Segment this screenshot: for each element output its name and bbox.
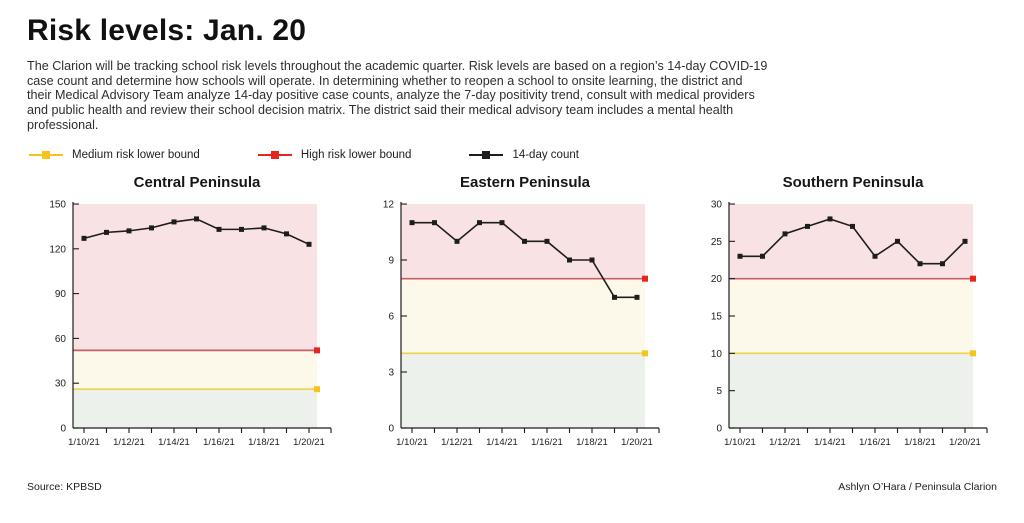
svg-text:1/18/21: 1/18/21 (576, 437, 608, 446)
svg-text:1/18/21: 1/18/21 (904, 437, 936, 446)
author-credit: Ashlyn O’Hara / Peninsula Clarion (838, 480, 997, 493)
legend-item-high-risk: High risk lower bound (257, 148, 412, 161)
chart-title: Southern Peninsula (782, 173, 924, 191)
svg-text:1/10/21: 1/10/21 (724, 437, 756, 446)
svg-text:1/16/21: 1/16/21 (531, 437, 563, 446)
svg-text:12: 12 (383, 199, 395, 210)
chart-eastern-peninsula: Eastern Peninsula 0 3 6 9 12 1/10/21 1/12/21 1/… (355, 174, 669, 451)
central-peninsula-line-chart: 0 30 60 90 120 150 1/10/21 1/12/21 1/14/21 1/16/2… (49, 199, 332, 448)
source-credit: Source: KPBSD (27, 480, 102, 493)
svg-text:1/14/21: 1/14/21 (814, 437, 846, 446)
svg-text:9: 9 (388, 255, 394, 266)
svg-text:1/20/21: 1/20/21 (293, 437, 325, 446)
charts-row: Central Peninsula 0 30 60 90 120 150 1/10/21 1/… (27, 174, 997, 451)
eastern-peninsula-line-chart: 0 3 6 9 12 1/10/21 1/12/21 1/14/21 1/16/21 1/18/2… (383, 199, 660, 448)
svg-text:10: 10 (711, 349, 723, 360)
count-line-swatch-icon (469, 150, 504, 159)
svg-text:1/10/21: 1/10/21 (396, 437, 428, 446)
page-title: Risk levels: Jan. 20 (27, 14, 307, 47)
infographic: Risk levels: Jan. 20 The Clarion will be… (0, 14, 1024, 493)
svg-text:20: 20 (711, 274, 723, 285)
svg-text:6: 6 (388, 311, 394, 322)
svg-text:60: 60 (55, 334, 67, 345)
svg-text:1/20/21: 1/20/21 (621, 437, 653, 446)
svg-text:5: 5 (716, 386, 722, 397)
count-marker-icon (482, 150, 491, 159)
high-risk-marker-icon (270, 150, 279, 159)
southern-peninsula-line-chart: 0 5 10 15 20 25 30 1/10/21 1/12/21 1/14/21 1/16/21… (711, 199, 988, 448)
medium-risk-marker-icon (42, 150, 50, 159)
svg-text:30: 30 (55, 378, 67, 389)
chart-title: Central Peninsula (133, 173, 261, 191)
svg-text:1/20/21: 1/20/21 (949, 437, 981, 446)
legend: Medium risk lower bound High risk lower … (29, 149, 997, 161)
svg-text:1/14/21: 1/14/21 (158, 437, 190, 446)
svg-text:1/16/21: 1/16/21 (203, 437, 235, 446)
svg-text:0: 0 (388, 423, 394, 434)
legend-label: High risk lower bound (300, 148, 412, 161)
svg-text:1/10/21: 1/10/21 (68, 437, 100, 446)
svg-text:1/18/21: 1/18/21 (248, 437, 280, 446)
legend-item-medium-risk: Medium risk lower bound (29, 149, 200, 161)
svg-text:150: 150 (49, 199, 66, 210)
chart-central-peninsula: Central Peninsula 0 30 60 90 120 150 1/10/21 1/… (27, 174, 341, 451)
svg-text:90: 90 (55, 289, 67, 300)
chart-title: Eastern Peninsula (459, 173, 591, 191)
medium-risk-line-swatch-icon (29, 150, 63, 159)
svg-text:3: 3 (388, 367, 394, 378)
svg-text:1/14/21: 1/14/21 (486, 437, 518, 446)
chart-southern-peninsula: Southern Peninsula 0 5 10 15 20 25 30 1/10/21 1/… (683, 174, 997, 451)
svg-text:25: 25 (711, 237, 723, 248)
svg-text:0: 0 (716, 423, 722, 434)
legend-item-14-day-count: 14-day count (469, 149, 579, 161)
svg-text:120: 120 (49, 244, 66, 255)
svg-text:15: 15 (711, 311, 723, 322)
legend-label: Medium risk lower bound (72, 148, 200, 161)
svg-text:30: 30 (711, 199, 723, 210)
svg-text:1/12/21: 1/12/21 (441, 437, 473, 446)
footer: Source: KPBSD Ashlyn O’Hara / Peninsula … (27, 481, 997, 493)
svg-text:0: 0 (60, 423, 66, 434)
high-risk-line-swatch-icon (257, 150, 292, 159)
svg-text:1/12/21: 1/12/21 (769, 437, 801, 446)
svg-text:1/16/21: 1/16/21 (859, 437, 891, 446)
intro-paragraph: The Clarion will be tracking school risk… (27, 59, 768, 132)
svg-text:1/12/21: 1/12/21 (113, 437, 145, 446)
legend-label: 14-day count (512, 148, 579, 161)
